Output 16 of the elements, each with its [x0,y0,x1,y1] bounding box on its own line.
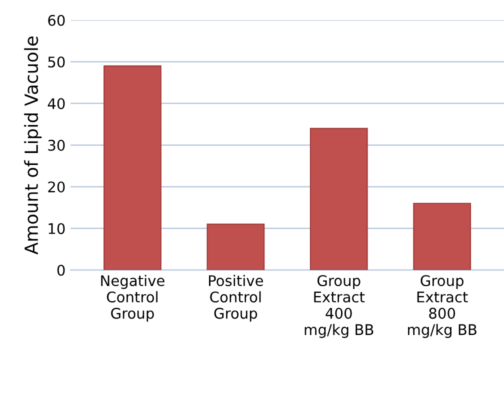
y-tick-label: 0 [57,264,65,276]
y-tick-label: 40 [48,98,65,110]
y-tick-label: 20 [48,181,65,192]
y-tick-label: 60 [48,14,65,26]
bar [104,65,162,270]
y-tick-label: 30 [48,140,65,151]
y-axis-title: Amount of Lipid Vacuole [24,36,42,255]
y-tick-label: 50 [48,56,65,68]
x-tick-label: Negative Control Group [101,274,164,322]
x-tick-label: Group Extract 400 mg/kg BB [304,275,374,338]
bar [413,202,472,270]
bar [206,224,265,270]
x-tick-label: Positive Control Group [209,274,264,322]
bar [310,128,368,270]
y-tick-label: 10 [48,223,65,234]
x-tick-label: Group Extract 800 mg/kg BB [408,275,476,338]
